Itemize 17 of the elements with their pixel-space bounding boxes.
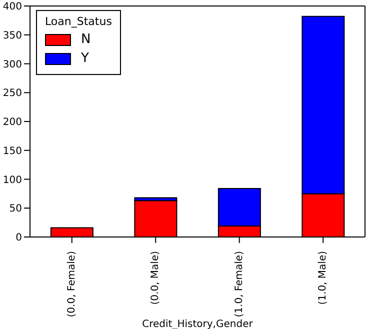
- x-axis-title: Credit_History,Gender: [142, 319, 254, 329]
- y-tick-label: 300: [2, 59, 22, 70]
- y-tick-label: 0: [16, 232, 22, 244]
- y-tick-label: 200: [2, 117, 22, 128]
- x-tick-label: (0.0, Female): [66, 250, 78, 318]
- x-tick-label: (0.0, Male): [150, 250, 162, 305]
- y-tick-label: 50: [9, 204, 22, 215]
- y-tick-label: 350: [2, 30, 22, 42]
- y-tick-label: 250: [2, 88, 22, 100]
- y-tick-label: 100: [2, 174, 22, 186]
- legend-label: N: [81, 32, 91, 47]
- legend-label: Y: [81, 51, 89, 66]
- legend-title: Loan_Status: [45, 15, 112, 28]
- x-tick-label: (1.0, Male): [318, 250, 329, 305]
- x-tick-label: (1.0, Female): [234, 250, 245, 318]
- y-tick-label: 150: [2, 146, 22, 157]
- y-tick-label: 400: [2, 2, 22, 13]
